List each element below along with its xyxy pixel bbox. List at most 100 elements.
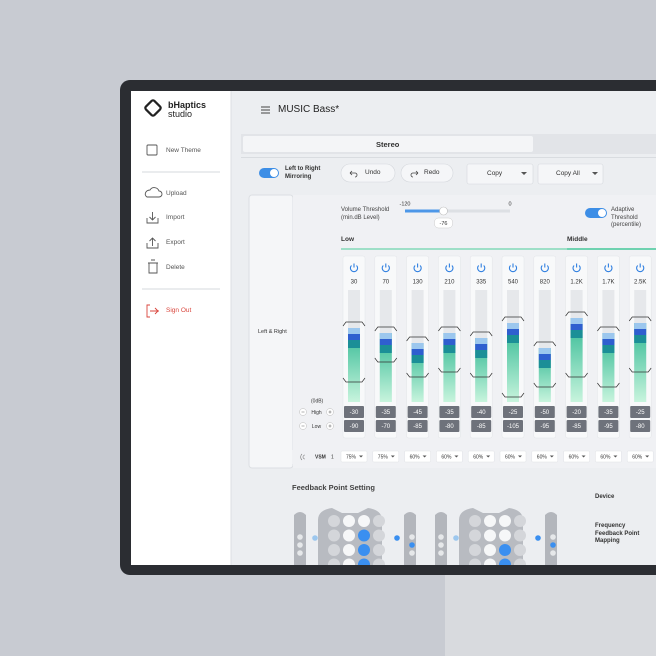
vsm-dropdown[interactable] [531, 450, 559, 463]
feedback-point[interactable] [343, 515, 355, 527]
feedback-point[interactable] [343, 558, 355, 566]
band-frequency: 210 [444, 280, 455, 286]
power-icon[interactable] [636, 263, 645, 273]
vsm-dropdown[interactable] [340, 450, 368, 463]
power-icon[interactable] [445, 263, 454, 273]
feedback-point[interactable] [499, 558, 511, 566]
copy-dropdown[interactable] [466, 163, 534, 185]
high-value-box [630, 406, 651, 418]
feedback-point[interactable] [499, 529, 511, 542]
menu-item[interactable]: Upload [166, 190, 187, 197]
high-bracket[interactable] [533, 341, 557, 347]
feedback-point[interactable] [358, 515, 370, 527]
low-bracket[interactable] [501, 392, 525, 398]
high-bracket[interactable] [501, 316, 525, 322]
undo-button[interactable] [340, 163, 396, 183]
power-icon[interactable] [413, 263, 422, 273]
power-icon[interactable] [508, 263, 518, 273]
high-bracket[interactable] [374, 326, 398, 332]
feedback-point[interactable] [373, 515, 385, 527]
menu-item[interactable]: Export [166, 239, 185, 246]
menu-item[interactable]: Import [166, 214, 185, 221]
vsm-dropdown[interactable] [404, 450, 431, 463]
feedback-point[interactable] [514, 529, 526, 542]
feedback-point[interactable] [358, 544, 370, 556]
feedback-point[interactable] [484, 558, 496, 566]
power-icon[interactable] [572, 263, 581, 273]
menu-icon[interactable] [261, 106, 270, 114]
low-bracket[interactable] [438, 367, 461, 373]
menu-item[interactable]: New Theme [166, 147, 201, 154]
high-bracket[interactable] [628, 316, 652, 322]
vsm-dropdown[interactable] [595, 450, 622, 463]
feedback-point[interactable] [373, 544, 385, 556]
low-bracket[interactable] [628, 367, 652, 373]
redo-button[interactable] [400, 163, 454, 183]
feedback-point[interactable] [499, 515, 511, 527]
feedback-point[interactable] [469, 558, 481, 566]
feedback-point[interactable] [484, 529, 496, 542]
low-bracket[interactable] [342, 377, 366, 383]
feedback-point[interactable] [343, 529, 355, 542]
feedback-point[interactable] [328, 529, 340, 542]
redo-label[interactable]: Redo [424, 169, 440, 176]
high-bracket[interactable] [597, 326, 620, 332]
high-bracket[interactable] [438, 326, 461, 332]
feedback-point[interactable] [484, 515, 496, 527]
menu-item[interactable]: Delete [166, 264, 185, 271]
vsm-dropdown[interactable] [467, 450, 495, 463]
feedback-point[interactable] [514, 515, 526, 527]
copy-all-dropdown[interactable] [537, 163, 604, 185]
power-icon[interactable] [381, 263, 390, 273]
vsm-dropdown[interactable] [626, 450, 654, 463]
band-bar-layer [411, 355, 424, 363]
low-bracket[interactable] [597, 382, 620, 388]
low-value-box [566, 420, 587, 432]
feedback-point[interactable] [358, 529, 370, 542]
high-bracket[interactable] [406, 336, 429, 342]
vsm-dropdown[interactable] [436, 450, 463, 463]
tab[interactable] [243, 136, 533, 152]
vsm-dropdown[interactable] [372, 450, 400, 463]
power-icon[interactable] [604, 263, 613, 273]
high-bracket[interactable] [342, 321, 366, 327]
feedback-point[interactable] [373, 558, 385, 566]
slider-max: 0 [508, 201, 511, 207]
band-bar-layer [602, 333, 615, 339]
feedback-point[interactable] [469, 515, 481, 527]
power-icon[interactable] [477, 263, 486, 273]
low-bracket[interactable] [469, 372, 493, 378]
low-bracket[interactable] [374, 357, 398, 363]
vsm-dropdown[interactable] [563, 450, 590, 463]
undo-label[interactable]: Undo [365, 169, 381, 176]
feedback-point[interactable] [328, 544, 340, 556]
feedback-point[interactable] [514, 544, 526, 556]
band-bar-layer [634, 329, 647, 335]
sign-out[interactable]: Sign Out [166, 307, 192, 314]
tab-label[interactable]: Stereo [376, 140, 400, 149]
feedback-point[interactable] [514, 558, 526, 566]
high-bracket[interactable] [565, 311, 588, 317]
low-bracket[interactable] [533, 382, 557, 388]
feedback-point[interactable] [343, 544, 355, 556]
feedback-point[interactable] [373, 529, 385, 542]
feedback-point[interactable] [358, 558, 370, 566]
copy-all-label[interactable]: Copy All [556, 170, 580, 177]
slider-thumb[interactable] [439, 206, 448, 216]
feedback-point[interactable] [499, 544, 511, 556]
power-icon[interactable] [349, 263, 359, 273]
feedback-point[interactable] [328, 515, 340, 527]
low-bracket[interactable] [406, 372, 429, 378]
logo-icon [144, 99, 162, 117]
feedback-point[interactable] [469, 544, 481, 556]
low-bracket[interactable] [565, 372, 588, 378]
vsm-dropdown[interactable] [499, 450, 527, 463]
feedback-point[interactable] [484, 544, 496, 556]
feedback-point[interactable] [328, 558, 340, 566]
feedback-point[interactable] [469, 529, 481, 542]
high-bracket[interactable] [469, 331, 493, 337]
power-icon[interactable] [540, 263, 549, 273]
side-point [535, 535, 541, 541]
copy-label[interactable]: Copy [487, 170, 503, 177]
